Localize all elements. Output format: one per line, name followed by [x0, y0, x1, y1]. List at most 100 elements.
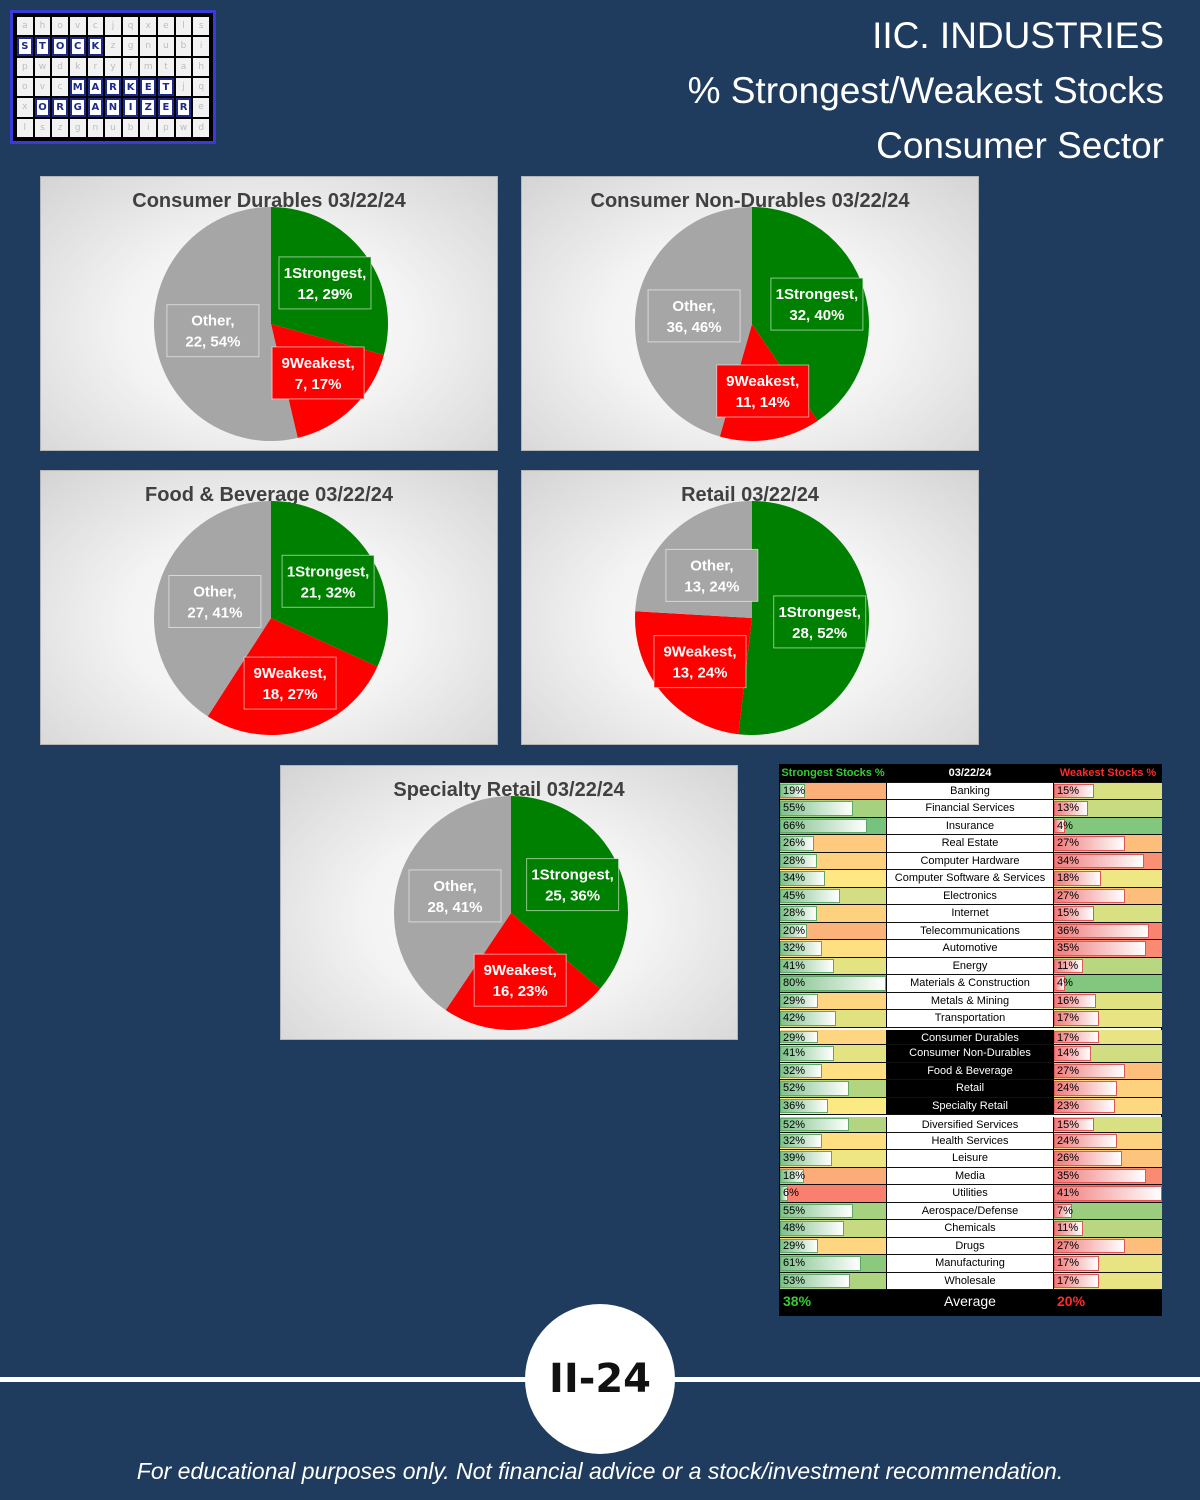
pie-svg: 1Strongest, 32, 40% 9Weakest, 11, 14% Other,… [634, 207, 869, 442]
slice-label: 1Strongest, 28, 52% [773, 595, 867, 649]
strongest-cell: 28% [780, 905, 886, 922]
slice-label: 9Weakest, 11, 14% [716, 364, 810, 418]
industry-name: Electronics [886, 887, 1054, 904]
logo-filler: l [17, 118, 33, 137]
average-row: 38% Average 20% [780, 1290, 1161, 1312]
industry-name: Chemicals [886, 1220, 1054, 1237]
strongest-cell: 55% [780, 1202, 886, 1219]
weakest-bar [1054, 1221, 1083, 1236]
weakest-cell: 27% [1054, 1237, 1162, 1254]
logo-letter: O [52, 37, 68, 56]
weakest-cell: 35% [1054, 940, 1162, 957]
slice-label: 1Strongest, 32, 40% [770, 277, 864, 331]
logo-filler: s [193, 17, 209, 36]
slice-value: 36, 46% [667, 319, 722, 336]
strongest-cell: 53% [780, 1272, 886, 1289]
slice-value: 32, 40% [789, 307, 844, 324]
strongest-bar [780, 1256, 861, 1271]
logo-filler: s [34, 118, 51, 137]
weakest-cell: 34% [1054, 852, 1162, 869]
logo-filler: v [69, 17, 86, 36]
strongest-bar [780, 976, 886, 991]
table-row: 32% Food & Beverage 27% [780, 1062, 1162, 1080]
industry-name: Health Services [886, 1132, 1054, 1149]
slice-label: 1Strongest, 12, 29% [278, 256, 372, 310]
slice-label: 9Weakest, 13, 24% [653, 635, 747, 689]
logo-filler: b [122, 118, 139, 137]
slice-value: 13, 24% [672, 665, 727, 682]
logo-filler: i [140, 118, 157, 137]
weakest-bar [1054, 1030, 1099, 1043]
weakest-cell: 15% [1054, 1117, 1162, 1132]
table-row: 32% Health Services 24% [780, 1132, 1162, 1150]
slice-label: Other, 13, 24% [665, 548, 759, 602]
logo-filler: h [34, 17, 51, 36]
label-box [168, 575, 262, 628]
label-box [647, 289, 741, 343]
table-row: 80% Materials & Construction 4% [780, 975, 1162, 993]
industry-strength-table: Strongest Stocks % 03/22/24 Weakest Stoc… [779, 764, 1162, 1316]
slice-name: 9Weakest, [254, 665, 327, 682]
weakest-cell: 4% [1054, 975, 1162, 992]
logo-filler: c [52, 78, 68, 97]
chart-consumer-non-durables: Consumer Non-Durables 03/22/24 1Stronges… [521, 176, 979, 451]
table-row: 61% Manufacturing 17% [780, 1255, 1162, 1273]
strongest-bar [780, 801, 853, 816]
strongest-cell: 66% [780, 817, 886, 834]
strongest-bar [780, 836, 815, 851]
logo-letter: C [69, 37, 86, 56]
weakest-bar [1054, 993, 1097, 1008]
logo-filler: l [175, 17, 192, 36]
strongest-cell: 52% [780, 1080, 886, 1097]
industry-name: Aerospace/Defense [886, 1202, 1054, 1219]
slice-value: 25, 36% [545, 888, 600, 905]
weakest-bar [1054, 1186, 1162, 1201]
industry-name: Drugs [886, 1237, 1054, 1254]
logo-filler: g [122, 37, 139, 56]
logo-letter: O [34, 98, 51, 117]
strongest-bar [780, 871, 826, 886]
slice-name: Other, [191, 313, 234, 330]
logo-letter: S [17, 37, 33, 56]
label-box [665, 548, 759, 602]
slice-name: 1Strongest, [778, 604, 861, 621]
average-label: Average [944, 1293, 996, 1309]
logo-filler: o [52, 17, 68, 36]
slice-name: Other, [672, 298, 715, 315]
table-row: 42% Transportation 17% [780, 1010, 1162, 1028]
strongest-bar [780, 1118, 849, 1131]
table-row: 18% Media 35% [780, 1167, 1162, 1185]
table-row: 36% Specialty Retail 23% [780, 1097, 1162, 1115]
weakest-bar [1054, 1011, 1099, 1026]
pie-svg: 1Strongest, 21, 32% 9Weakest, 18, 27% Other,… [153, 501, 389, 736]
sector-title: Consumer Sector [876, 125, 1164, 166]
weakest-bar [1054, 818, 1065, 833]
strongest-bar [780, 1133, 823, 1148]
table-row: 6% Utilities 41% [780, 1185, 1162, 1203]
weakest-bar [1054, 1273, 1099, 1288]
strongest-cell: 80% [780, 975, 886, 992]
table-row: 45% Electronics 27% [780, 887, 1162, 905]
weakest-cell: 11% [1054, 1220, 1162, 1237]
logo-filler: a [175, 57, 192, 76]
slice-name: Other, [690, 557, 733, 574]
strongest-cell: 18% [780, 1167, 886, 1184]
weakest-cell: 17% [1054, 1010, 1162, 1027]
average-strongest: 38% [783, 1293, 812, 1309]
slice-value: 21, 32% [301, 584, 356, 601]
weakest-bar [1054, 1133, 1118, 1148]
weakest-cell: 15% [1054, 905, 1162, 922]
strongest-cell: 29% [780, 1237, 886, 1254]
strongest-cell: 28% [780, 852, 886, 869]
strongest-cell: 41% [780, 1045, 886, 1062]
strongest-bar [780, 923, 807, 938]
strongest-cell: 29% [780, 992, 886, 1009]
weakest-cell: 16% [1054, 992, 1162, 1009]
logo-filler: q [122, 17, 139, 36]
weakest-cell: 27% [1054, 1062, 1162, 1079]
table-row: 32% Automotive 35% [780, 940, 1162, 958]
slice-value: 22, 54% [185, 334, 240, 351]
weakest-bar [1054, 1098, 1115, 1113]
industry-name: Computer Hardware [886, 852, 1054, 869]
weakest-cell: 41% [1054, 1185, 1162, 1202]
